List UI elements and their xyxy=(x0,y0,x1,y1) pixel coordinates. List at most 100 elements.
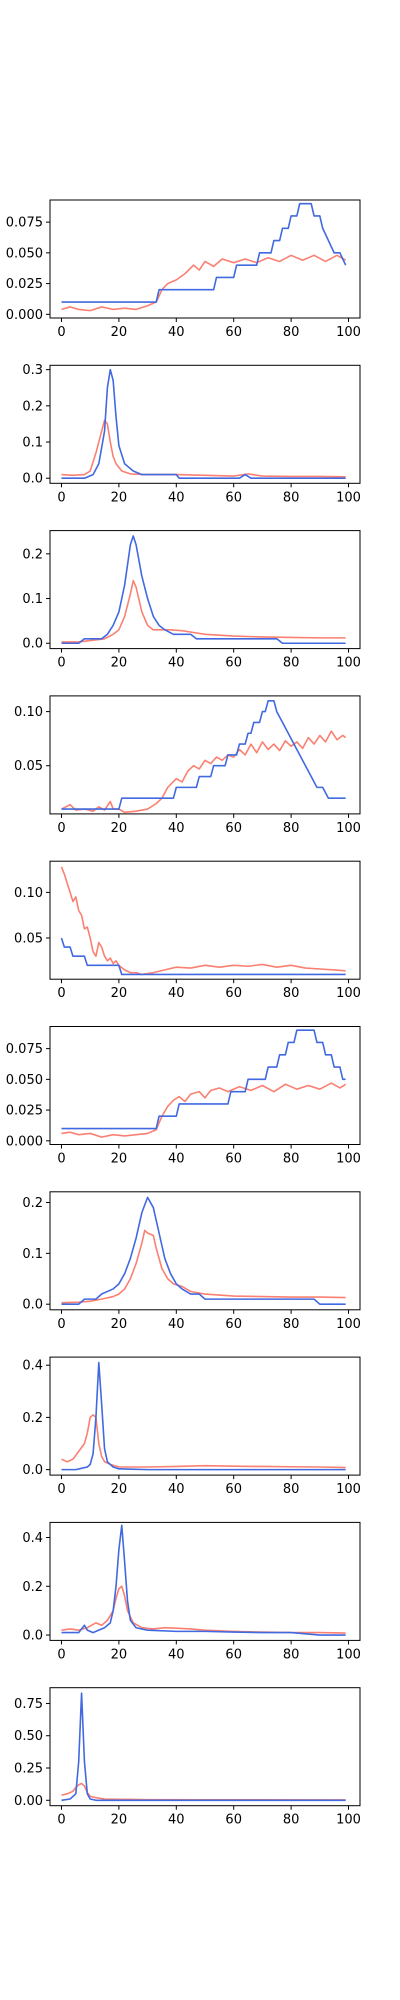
y-tick-label: 0.0 xyxy=(22,1629,43,1644)
x-tick-label: 60 xyxy=(225,656,242,671)
series-line-2 xyxy=(61,1196,346,1306)
subplot-5: 0 20 40 60 80 100 0.05 0.10 xyxy=(14,860,361,1001)
series-line-1 xyxy=(60,866,346,976)
y-tick-label: 0.2 xyxy=(22,1196,43,1211)
subplot-8: 0 20 40 60 80 100 0.0 0.2 0.4 xyxy=(22,1356,361,1497)
x-tick-label: 80 xyxy=(283,1647,300,1662)
y-tick-label: 0.025 xyxy=(6,277,43,292)
y-tick-label: 0.4 xyxy=(22,1531,43,1546)
x-tick-label: 80 xyxy=(283,656,300,671)
x-tick-label: 40 xyxy=(168,821,185,836)
axes-frame xyxy=(49,1191,361,1311)
series-line-1 xyxy=(61,730,347,814)
x-tick-label: 0 xyxy=(57,656,65,671)
x-tick-label: 100 xyxy=(336,1317,361,1332)
y-tick-label: 0.3 xyxy=(22,363,43,378)
x-tick-label: 80 xyxy=(283,1813,300,1828)
axes-frame xyxy=(49,199,361,319)
x-tick-label: 100 xyxy=(336,1482,361,1497)
series-line-2 xyxy=(61,699,346,810)
y-tick-label: 0.1 xyxy=(22,1247,43,1262)
x-tick-label: 40 xyxy=(168,1813,185,1828)
series-line-1 xyxy=(61,1082,347,1138)
axes-frame xyxy=(49,1026,361,1145)
x-tick-label: 40 xyxy=(168,986,185,1001)
axes-frame xyxy=(49,1356,361,1476)
x-tick-label: 60 xyxy=(225,1813,242,1828)
y-tick-label: 0.2 xyxy=(22,1580,43,1595)
x-tick-label: 40 xyxy=(168,1482,185,1497)
x-tick-label: 100 xyxy=(336,490,361,505)
x-tick-label: 60 xyxy=(225,821,242,836)
x-tick-label: 40 xyxy=(168,656,185,671)
axes-frame xyxy=(49,695,361,815)
series-line-1 xyxy=(61,1585,346,1634)
x-tick-label: 40 xyxy=(168,1152,185,1167)
y-tick-label: 0.0 xyxy=(22,472,43,487)
series-line-2 xyxy=(61,202,347,303)
x-tick-label: 0 xyxy=(57,1647,65,1662)
y-tick-label: 0.2 xyxy=(22,1411,43,1426)
axes-frame xyxy=(49,1521,361,1641)
x-tick-label: 60 xyxy=(225,1152,242,1167)
y-tick-label: 0.0 xyxy=(22,1463,43,1478)
x-tick-label: 100 xyxy=(336,656,361,671)
x-tick-label: 20 xyxy=(111,986,128,1001)
y-tick-label: 0.05 xyxy=(14,759,43,774)
y-tick-label: 0.1 xyxy=(22,592,43,607)
x-tick-label: 60 xyxy=(225,986,242,1001)
x-tick-label: 0 xyxy=(57,1317,65,1332)
x-tick-label: 0 xyxy=(57,490,65,505)
y-tick-label: 0.0 xyxy=(22,637,43,652)
x-tick-label: 0 xyxy=(57,986,65,1001)
x-tick-label: 40 xyxy=(168,1317,185,1332)
axes-frame xyxy=(49,364,361,484)
subplot-9: 0 20 40 60 80 100 0.0 0.2 0.4 xyxy=(22,1521,361,1662)
series-line-2 xyxy=(61,1361,346,1471)
series-line-1 xyxy=(61,1413,346,1469)
subplot-7: 0 20 40 60 80 100 0.0 0.1 0.2 xyxy=(22,1191,361,1332)
series-line-2 xyxy=(61,368,346,480)
series-line-1 xyxy=(61,1229,346,1304)
x-tick-label: 80 xyxy=(283,490,300,505)
x-tick-label: 80 xyxy=(283,1152,300,1167)
subplot-2: 0 20 40 60 80 100 0.0 0.1 0.2 0.3 xyxy=(22,363,361,505)
x-tick-label: 100 xyxy=(336,325,361,340)
x-tick-label: 60 xyxy=(225,490,242,505)
x-tick-label: 100 xyxy=(336,1813,361,1828)
series-line-2 xyxy=(61,1692,346,1802)
subplot-4: 0 20 40 60 80 100 0.05 0.10 xyxy=(14,695,361,836)
x-tick-label: 80 xyxy=(283,1317,300,1332)
series-line-2 xyxy=(60,937,346,976)
y-tick-label: 0.075 xyxy=(6,216,43,231)
y-tick-label: 0.4 xyxy=(22,1359,43,1374)
x-tick-label: 100 xyxy=(336,986,361,1001)
x-tick-label: 40 xyxy=(168,490,185,505)
y-tick-label: 0.2 xyxy=(22,547,43,562)
subplot-10: 0 20 40 60 80 100 0.00 0.25 0.50 0.75 xyxy=(14,1687,361,1828)
y-tick-label: 0.1 xyxy=(22,436,43,451)
y-tick-label: 0.075 xyxy=(6,1042,43,1057)
y-tick-label: 0.050 xyxy=(6,246,43,261)
y-tick-label: 0.75 xyxy=(14,1697,43,1712)
y-tick-label: 0.05 xyxy=(14,931,43,946)
y-tick-label: 0.2 xyxy=(22,399,43,414)
x-tick-label: 0 xyxy=(57,821,65,836)
x-tick-label: 20 xyxy=(111,1813,128,1828)
x-tick-label: 20 xyxy=(111,325,128,340)
x-tick-label: 80 xyxy=(283,986,300,1001)
x-tick-label: 80 xyxy=(283,325,300,340)
x-tick-label: 100 xyxy=(336,1647,361,1662)
x-tick-label: 80 xyxy=(283,1482,300,1497)
y-tick-label: 0.50 xyxy=(14,1729,43,1744)
x-tick-label: 0 xyxy=(57,1482,65,1497)
x-tick-label: 100 xyxy=(336,1152,361,1167)
x-tick-label: 40 xyxy=(168,1647,185,1662)
x-tick-label: 100 xyxy=(336,821,361,836)
x-tick-label: 20 xyxy=(111,821,128,836)
subplot-3: 0 20 40 60 80 100 0.0 0.1 0.2 xyxy=(22,530,361,671)
series-line-1 xyxy=(61,579,346,643)
series-line-2 xyxy=(61,1524,346,1636)
x-tick-label: 20 xyxy=(111,1647,128,1662)
